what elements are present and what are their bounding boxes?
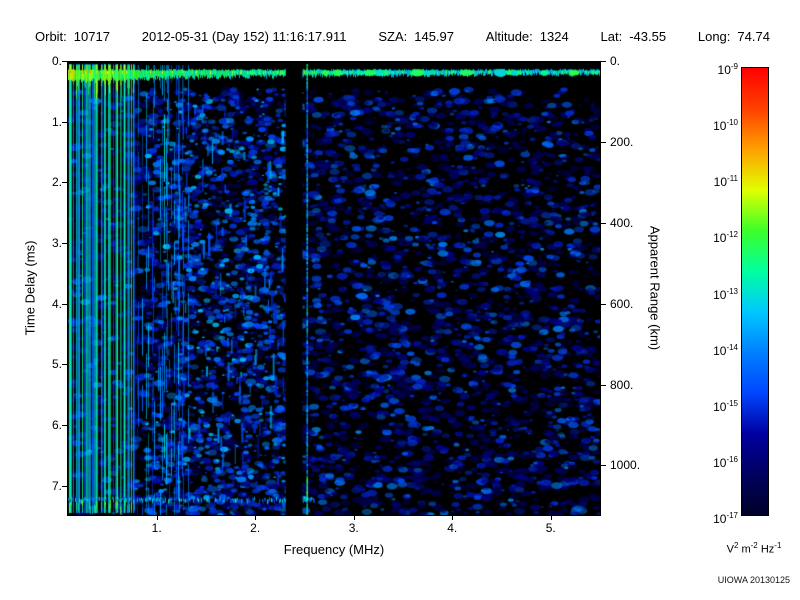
colorbar-tick-label: 10-15 <box>713 398 738 414</box>
y2-tick-mark <box>601 222 606 224</box>
credit-text: UIOWA 20130125 <box>717 575 790 585</box>
y-tick-mark <box>62 243 67 244</box>
y2-tick-mark <box>601 384 606 386</box>
y-tick-mark <box>62 425 67 426</box>
sza-field: SZA: 145.97 <box>378 29 454 44</box>
datetime-value: 2012-05-31 (Day 152) 11:16:17.911 <box>141 29 347 44</box>
y-tick-label: 4. <box>51 296 62 311</box>
y-tick-label: 0. <box>51 54 62 68</box>
datetime-field: 2012-05-31 (Day 152) 11:16:17.911 <box>142 29 347 44</box>
spectrogram-canvas <box>68 62 600 515</box>
y2-tick-label: 0. <box>610 54 621 68</box>
x-tick-label: 4. <box>447 521 458 535</box>
colorbar-tick-label: 10-14 <box>713 342 738 358</box>
x-tick-mark <box>255 516 257 520</box>
colorbar-tick-label: 10-10 <box>713 118 738 134</box>
y2-tick-label: 600. <box>610 296 634 311</box>
long-value: 74.74 <box>737 29 770 44</box>
orbit-label: Orbit: <box>35 29 67 44</box>
y-tick-label: 6. <box>51 418 62 432</box>
y-tick-label: 7. <box>51 478 62 493</box>
altitude-field: Altitude: 1324 <box>486 29 569 44</box>
colorbar-tick-label: 10-13 <box>713 286 738 302</box>
y-tick-mark <box>62 182 67 184</box>
y-tick-mark <box>62 121 67 123</box>
y2-tick-mark <box>601 303 606 305</box>
altitude-value: 1324 <box>539 29 569 44</box>
y2-tick-label: 1000. <box>610 458 641 473</box>
y-tick-mark <box>62 303 67 305</box>
y-tick-label: 2. <box>51 175 62 190</box>
y2-tick-mark <box>601 61 606 62</box>
plot-area <box>67 61 601 516</box>
y2-tick-mark <box>601 141 606 143</box>
colorbar-tick-label: 10-16 <box>713 454 738 470</box>
y-tick-mark <box>62 61 67 62</box>
sza-value: 145.97 <box>414 29 454 44</box>
colorbar-tick-label: 10-11 <box>713 174 738 190</box>
x-tick-label: 5. <box>545 521 556 535</box>
y-tick-label: 1. <box>51 114 62 129</box>
y-axis-title: Time Delay (ms) <box>22 240 38 336</box>
orbit-value: 10717 <box>73 29 110 44</box>
y2-axis-title: Apparent Range (km) <box>647 225 663 351</box>
y2-tick-mark <box>601 465 606 467</box>
colorbar-tick-label: 10-17 <box>713 511 738 526</box>
y-tick-label: 3. <box>51 236 62 250</box>
sza-label: SZA: <box>378 29 408 44</box>
colorbar-tick-label: 10-9 <box>717 62 738 77</box>
colorbar-tick-label: 10-12 <box>713 230 738 246</box>
x-tick-label: 1. <box>151 521 162 535</box>
x-tick-label: 2. <box>250 521 261 535</box>
x-tick-mark <box>550 516 552 520</box>
long-label: Long: <box>697 29 731 44</box>
x-tick-label: 3. <box>348 521 359 535</box>
y-tick-mark <box>62 485 67 487</box>
y-tick-mark <box>62 364 67 366</box>
x-tick-mark <box>156 516 158 520</box>
lat-label: Lat: <box>600 29 623 44</box>
x-tick-mark <box>353 516 355 520</box>
y2-tick-label: 200. <box>610 134 634 149</box>
colorbar-unit: V2 m-2 Hz-1 <box>726 541 782 556</box>
lat-field: Lat: -43.55 <box>601 29 667 44</box>
orbit-field: Orbit: 10717 <box>35 29 110 44</box>
y2-tick-label: 400. <box>610 215 634 230</box>
y-tick-label: 5. <box>51 357 62 372</box>
lat-value: -43.55 <box>629 29 667 44</box>
altitude-label: Altitude: <box>485 29 533 44</box>
y2-tick-label: 800. <box>610 377 634 392</box>
x-tick-mark <box>452 516 454 520</box>
x-axis-title: Frequency (MHz) <box>283 542 385 557</box>
header-info: Orbit: 10717 2012-05-31 (Day 152) 11:16:1… <box>35 29 770 44</box>
long-field: Long: 74.74 <box>698 29 770 44</box>
colorbar <box>741 67 769 516</box>
